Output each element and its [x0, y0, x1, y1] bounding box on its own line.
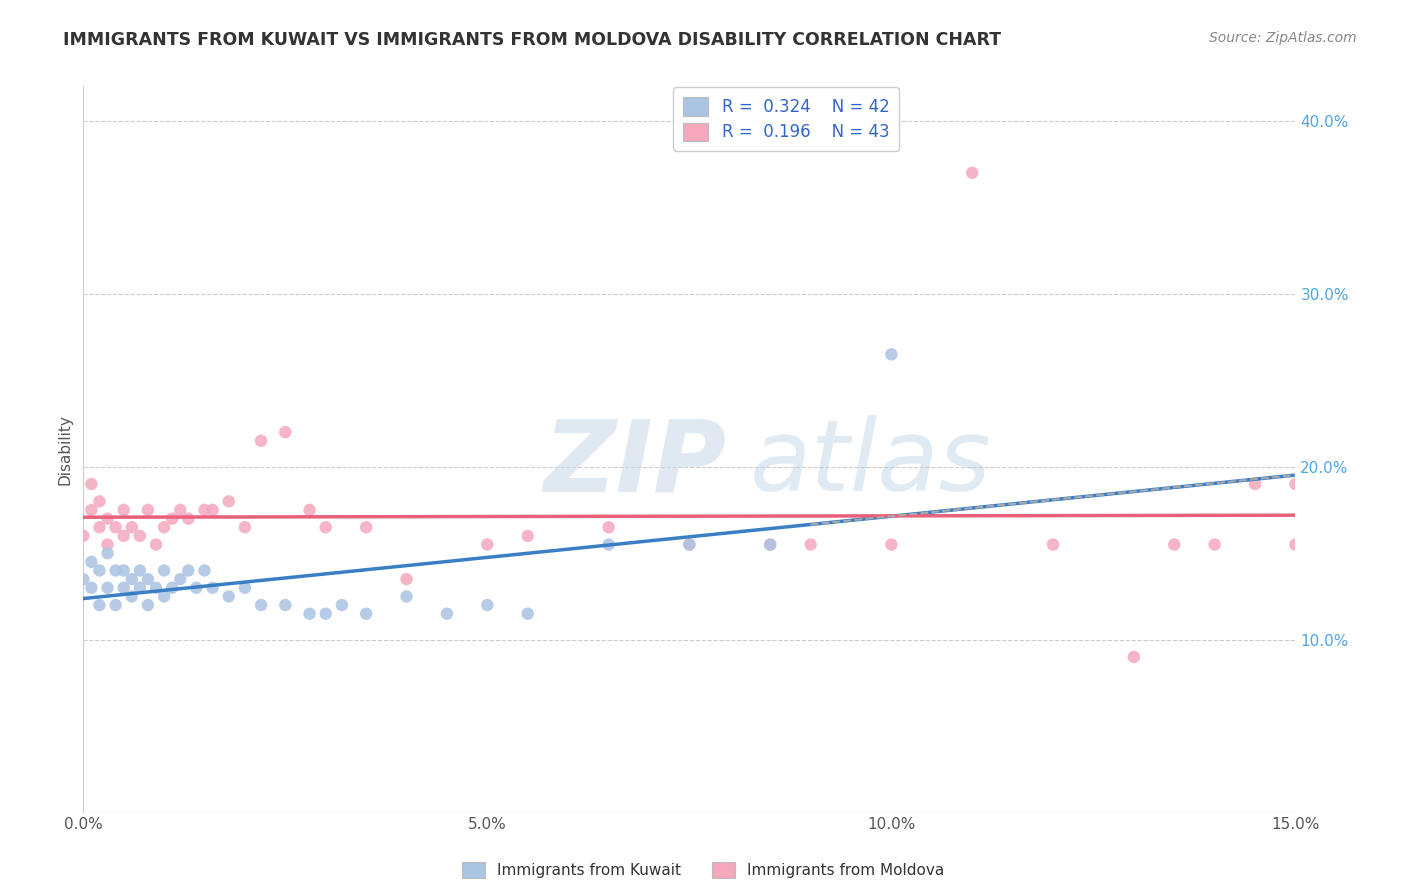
Point [89, 564, 111, 578]
Point [1122, 649, 1144, 664]
Point [136, 572, 159, 586]
Point [274, 425, 297, 439]
Point [89, 494, 111, 508]
Text: atlas: atlas [749, 416, 991, 513]
Point [800, 537, 823, 551]
Point [112, 529, 135, 543]
Point [104, 598, 127, 612]
Point [330, 598, 353, 612]
Point [128, 564, 150, 578]
Point [153, 590, 176, 604]
Point [193, 564, 215, 578]
Point [112, 503, 135, 517]
Point [145, 581, 167, 595]
Point [233, 520, 256, 534]
Point [121, 590, 143, 604]
Point [121, 572, 143, 586]
Point [298, 607, 321, 621]
Text: Source: ZipAtlas.com: Source: ZipAtlas.com [1209, 31, 1357, 45]
Point [169, 572, 191, 586]
Point [354, 520, 377, 534]
Point [136, 598, 159, 612]
Point [477, 598, 499, 612]
Point [177, 564, 200, 578]
Point [136, 503, 159, 517]
Point [153, 520, 176, 534]
Point [315, 607, 337, 621]
Point [160, 581, 183, 595]
Point [1244, 477, 1267, 491]
Point [395, 590, 418, 604]
Point [112, 564, 135, 578]
Point [169, 503, 191, 517]
Point [678, 537, 700, 551]
Point [96, 581, 118, 595]
Point [80, 581, 103, 595]
Point [477, 537, 499, 551]
Point [960, 166, 983, 180]
Point [72, 572, 94, 586]
Point [80, 503, 103, 517]
Point [1284, 537, 1306, 551]
Point [160, 511, 183, 525]
Point [1163, 537, 1185, 551]
Point [80, 477, 103, 491]
Point [104, 564, 127, 578]
Point [128, 529, 150, 543]
Point [250, 434, 273, 448]
Point [218, 494, 240, 508]
Point [759, 537, 782, 551]
Point [395, 572, 418, 586]
Point [880, 347, 903, 361]
Point [96, 511, 118, 525]
Legend: Immigrants from Kuwait, Immigrants from Moldova: Immigrants from Kuwait, Immigrants from … [456, 856, 950, 884]
Point [128, 581, 150, 595]
Point [678, 537, 700, 551]
Point [516, 529, 538, 543]
Point [1284, 477, 1306, 491]
Point [186, 581, 208, 595]
Point [177, 511, 200, 525]
Point [112, 581, 135, 595]
Point [298, 503, 321, 517]
Legend: R =  0.324    N = 42, R =  0.196    N = 43: R = 0.324 N = 42, R = 0.196 N = 43 [673, 87, 900, 152]
Point [96, 537, 118, 551]
Point [250, 598, 273, 612]
Y-axis label: Disability: Disability [58, 414, 72, 485]
Point [233, 581, 256, 595]
Point [274, 598, 297, 612]
Point [153, 564, 176, 578]
Point [121, 520, 143, 534]
Point [516, 607, 538, 621]
Point [104, 520, 127, 534]
Point [201, 503, 224, 517]
Point [598, 537, 620, 551]
Point [880, 537, 903, 551]
Point [145, 537, 167, 551]
Point [218, 590, 240, 604]
Point [354, 607, 377, 621]
Text: IMMIGRANTS FROM KUWAIT VS IMMIGRANTS FROM MOLDOVA DISABILITY CORRELATION CHART: IMMIGRANTS FROM KUWAIT VS IMMIGRANTS FRO… [63, 31, 1001, 49]
Text: ZIP: ZIP [544, 416, 727, 513]
Point [1204, 537, 1226, 551]
Point [759, 537, 782, 551]
Point [80, 555, 103, 569]
Point [89, 598, 111, 612]
Point [193, 503, 215, 517]
Point [436, 607, 458, 621]
Point [598, 520, 620, 534]
Point [1042, 537, 1064, 551]
Point [315, 520, 337, 534]
Point [89, 520, 111, 534]
Point [72, 529, 94, 543]
Point [201, 581, 224, 595]
Point [96, 546, 118, 560]
